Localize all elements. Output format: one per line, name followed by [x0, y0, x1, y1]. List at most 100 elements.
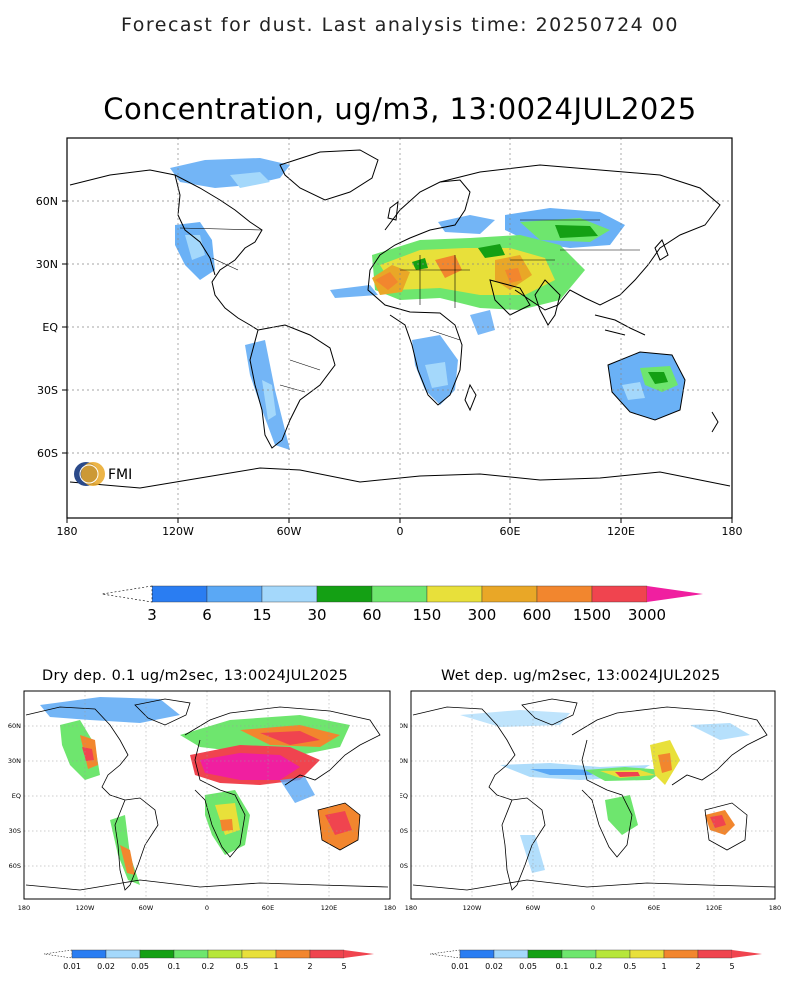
wet-graticule [411, 691, 775, 899]
dry-y-axis-labels: 60N 30N EQ 30S 60S [8, 722, 21, 870]
colorbar-cell [71, 949, 107, 959]
colorbar-cell [261, 585, 318, 603]
colorbar-cell [105, 949, 141, 959]
colorbar-cell [459, 949, 495, 959]
x-tick-label: 60W [526, 904, 541, 912]
x-tick-label: 120E [706, 904, 723, 912]
x-tick-label: 60W [277, 525, 302, 538]
colorbar-cell [629, 949, 665, 959]
colorbar-cell [697, 949, 733, 959]
wet-map-content [411, 691, 775, 899]
colorbar-label: 150 [413, 606, 442, 624]
wet-x-axis-labels: 180 120W 60W 0 60E 120E 180 [405, 904, 781, 912]
main-x-axis-labels: 180 120W 60W 0 60E 120E 180 [57, 525, 743, 538]
wet-colorbar-cells [459, 949, 762, 959]
colorbar-cell [527, 949, 563, 959]
colorbar-cell [591, 585, 648, 603]
colorbar-cell [275, 949, 311, 959]
wet-deposition-fields [460, 710, 750, 873]
x-tick-label: 180 [722, 525, 743, 538]
x-tick-label: 120E [607, 525, 635, 538]
x-tick-label: 60E [500, 525, 521, 538]
colorbar-label: 0.01 [451, 962, 469, 971]
colorbar-label: 1500 [573, 606, 611, 624]
dry-map-content [24, 691, 390, 899]
main-map-title: Concentration, ug/m3, 13:0024JUL2025 [103, 92, 697, 126]
colorbar-label: 0.1 [168, 962, 181, 971]
dry-colorbar-labels: 0.01 0.02 0.05 0.1 0.2 0.5 1 2 5 [63, 962, 346, 971]
y-tick-label: 30S [9, 827, 21, 835]
y-tick-label: 30S [37, 384, 58, 397]
graticule [67, 138, 732, 518]
colorbar-label: 0.1 [556, 962, 569, 971]
x-tick-label: 0 [397, 525, 404, 538]
dry-deposition-map: 180 120W 60W 0 60E 120E 180 60N 30N EQ 3… [8, 690, 396, 912]
colorbar-label: 3 [147, 606, 157, 624]
colorbar-label: 0.2 [590, 962, 603, 971]
x-tick-label: 120W [463, 904, 482, 912]
dry-coastlines [25, 698, 389, 891]
x-tick-label: 60E [262, 904, 274, 912]
colorbar-label: 5 [729, 962, 734, 971]
colorbar-label: 0.02 [485, 962, 503, 971]
colorbar-label: 60 [362, 606, 381, 624]
y-tick-label: EQ [42, 321, 58, 334]
colorbar-label: 5 [341, 962, 346, 971]
y-tick-label: 60S [9, 862, 21, 870]
colorbar-label: 0.05 [519, 962, 537, 971]
colorbar-cell [309, 949, 345, 959]
colorbar-cell [595, 949, 631, 959]
colorbar-label: 0.01 [63, 962, 81, 971]
y-tick-label: 30N [400, 757, 408, 765]
x-tick-label: 180 [769, 904, 781, 912]
fmi-logo-text: FMI [108, 467, 132, 483]
y-tick-label: 60S [37, 447, 58, 460]
fmi-logo: FMI [74, 462, 132, 486]
x-tick-label: 180 [384, 904, 396, 912]
colorbar-label: 2 [695, 962, 700, 971]
wet-map-frame [410, 690, 776, 900]
dry-colorbar-lower-arrow [43, 949, 73, 959]
y-tick-label: 30N [36, 258, 58, 271]
x-tick-label: 120W [162, 525, 194, 538]
colorbar-label: 0.5 [236, 962, 249, 971]
wet-dep-map-title: Wet dep. ug/m2sec, 13:0024JUL2025 [441, 668, 721, 684]
x-tick-label: 0 [591, 904, 595, 912]
y-tick-label: 60N [8, 722, 21, 730]
colorbar-lower-arrow [101, 585, 153, 603]
dry-x-axis-labels: 180 120W 60W 0 60E 120E 180 [18, 904, 396, 912]
colorbar-label: 0.2 [202, 962, 215, 971]
wet-coastlines [412, 698, 775, 891]
wet-y-axis-labels: 60N 30N EQ 30S 60S [400, 722, 408, 870]
colorbar-label: 600 [523, 606, 552, 624]
x-tick-label: 180 [18, 904, 30, 912]
colorbar-label: 30 [307, 606, 326, 624]
colorbar-cell [241, 949, 277, 959]
colorbar-cell [316, 585, 373, 603]
wet-deposition-map: 180 120W 60W 0 60E 120E 180 60N 30N EQ 3… [400, 690, 781, 912]
colorbar-cell [139, 949, 175, 959]
x-tick-label: 120W [76, 904, 95, 912]
colorbar-cell [493, 949, 529, 959]
colorbar-cell [206, 585, 263, 603]
dry-colorbar: 0.01 0.02 0.05 0.1 0.2 0.5 1 2 5 [43, 949, 374, 971]
x-tick-label: 180 [405, 904, 417, 912]
x-tick-label: 60E [648, 904, 660, 912]
x-tick-label: 120E [321, 904, 338, 912]
colorbar-cell [173, 949, 209, 959]
colorbar-label: 0.05 [131, 962, 149, 971]
colorbar-label: 1 [661, 962, 666, 971]
main-map-content [67, 138, 732, 518]
x-tick-label: 0 [205, 904, 209, 912]
coastlines [69, 149, 731, 489]
main-y-axis-labels: 60N 30N EQ 30S 60S [36, 195, 59, 460]
colorbar-label: 0.5 [624, 962, 637, 971]
y-tick-label: 30S [400, 827, 408, 835]
x-tick-label: 180 [57, 525, 78, 538]
colorbar-cell [426, 585, 483, 603]
y-tick-label: EQ [12, 792, 21, 800]
colorbar-upper-arrow [647, 586, 703, 602]
wet-colorbar: 0.01 0.02 0.05 0.1 0.2 0.5 1 2 5 [429, 949, 762, 971]
colorbar-cell [536, 585, 593, 603]
dry-dep-map-title: Dry dep. 0.1 ug/m2sec, 13:0024JUL2025 [42, 668, 349, 684]
